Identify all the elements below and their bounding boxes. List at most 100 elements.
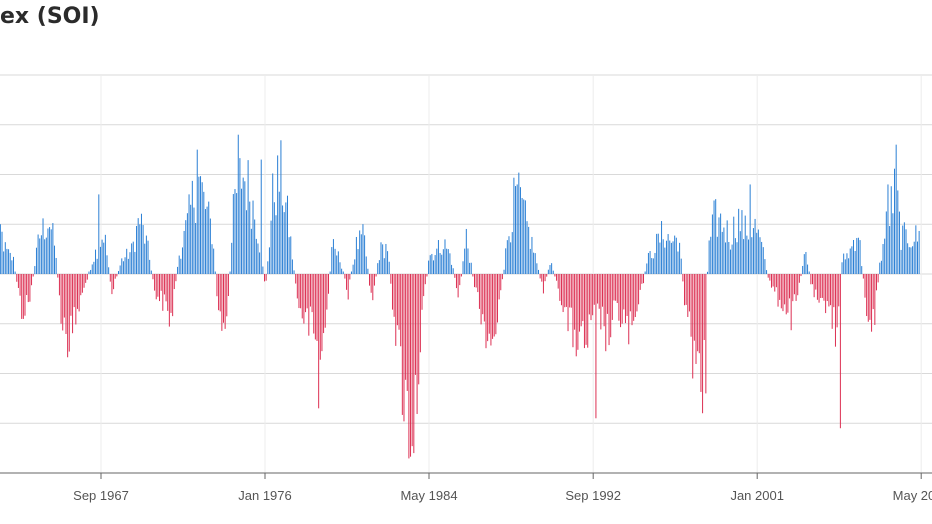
- positive-bar[interactable]: [803, 254, 805, 274]
- negative-bar[interactable]: [475, 274, 477, 288]
- positive-bar[interactable]: [37, 234, 39, 274]
- positive-bar[interactable]: [119, 265, 121, 274]
- positive-bar[interactable]: [746, 235, 748, 274]
- negative-bar[interactable]: [326, 274, 328, 310]
- positive-bar[interactable]: [42, 218, 44, 274]
- positive-bar[interactable]: [354, 259, 356, 274]
- positive-bar[interactable]: [229, 271, 231, 274]
- positive-bar[interactable]: [738, 208, 740, 274]
- positive-bar[interactable]: [277, 155, 279, 274]
- positive-bar[interactable]: [290, 236, 292, 274]
- positive-bar[interactable]: [894, 168, 896, 274]
- positive-bar[interactable]: [40, 235, 42, 274]
- negative-bar[interactable]: [492, 274, 494, 339]
- positive-bar[interactable]: [431, 253, 433, 274]
- negative-bar[interactable]: [580, 274, 582, 327]
- positive-bar[interactable]: [912, 246, 914, 274]
- negative-bar[interactable]: [869, 274, 871, 320]
- positive-bar[interactable]: [188, 194, 190, 274]
- negative-bar[interactable]: [823, 274, 825, 301]
- negative-bar[interactable]: [618, 274, 620, 321]
- negative-bar[interactable]: [419, 274, 421, 353]
- negative-bar[interactable]: [81, 274, 83, 293]
- negative-bar[interactable]: [347, 274, 349, 300]
- negative-bar[interactable]: [633, 274, 635, 321]
- negative-bar[interactable]: [319, 274, 321, 360]
- positive-bar[interactable]: [762, 247, 764, 274]
- positive-bar[interactable]: [96, 258, 98, 274]
- negative-bar[interactable]: [308, 274, 310, 336]
- negative-bar[interactable]: [792, 274, 794, 302]
- positive-bar[interactable]: [713, 200, 715, 274]
- negative-bar[interactable]: [577, 274, 579, 350]
- negative-bar[interactable]: [813, 274, 815, 298]
- positive-bar[interactable]: [849, 248, 851, 274]
- positive-bar[interactable]: [211, 244, 213, 274]
- positive-bar[interactable]: [729, 249, 731, 274]
- positive-bar[interactable]: [132, 241, 134, 274]
- positive-bar[interactable]: [293, 270, 295, 274]
- positive-bar[interactable]: [262, 266, 264, 274]
- positive-bar[interactable]: [652, 258, 654, 274]
- positive-bar[interactable]: [882, 244, 884, 274]
- positive-bar[interactable]: [752, 228, 754, 274]
- positive-bar[interactable]: [675, 237, 677, 274]
- negative-bar[interactable]: [821, 274, 823, 298]
- negative-bar[interactable]: [787, 274, 789, 313]
- negative-bar[interactable]: [705, 274, 707, 394]
- positive-bar[interactable]: [733, 216, 735, 274]
- positive-bar[interactable]: [657, 233, 659, 274]
- negative-bar[interactable]: [57, 274, 59, 278]
- negative-bar[interactable]: [624, 274, 626, 324]
- positive-bar[interactable]: [377, 263, 379, 274]
- positive-bar[interactable]: [470, 262, 472, 274]
- positive-bar[interactable]: [505, 248, 507, 274]
- positive-bar[interactable]: [452, 268, 454, 274]
- positive-bar[interactable]: [465, 228, 467, 274]
- positive-bar[interactable]: [336, 255, 338, 274]
- positive-bar[interactable]: [255, 238, 257, 274]
- negative-bar[interactable]: [172, 274, 174, 317]
- positive-bar[interactable]: [511, 232, 513, 274]
- positive-bar[interactable]: [662, 239, 664, 274]
- positive-bar[interactable]: [1, 231, 3, 274]
- negative-bar[interactable]: [501, 274, 503, 280]
- negative-bar[interactable]: [344, 274, 346, 279]
- positive-bar[interactable]: [672, 241, 674, 274]
- positive-bar[interactable]: [106, 255, 108, 274]
- negative-bar[interactable]: [265, 274, 267, 281]
- positive-bar[interactable]: [209, 218, 211, 274]
- positive-bar[interactable]: [39, 238, 41, 274]
- negative-bar[interactable]: [372, 274, 374, 301]
- negative-bar[interactable]: [78, 274, 80, 312]
- positive-bar[interactable]: [844, 259, 846, 274]
- negative-bar[interactable]: [490, 274, 492, 346]
- negative-bar[interactable]: [227, 274, 229, 297]
- positive-bar[interactable]: [288, 237, 290, 274]
- positive-bar[interactable]: [145, 235, 147, 274]
- negative-bar[interactable]: [83, 274, 85, 288]
- negative-bar[interactable]: [539, 274, 541, 279]
- positive-bar[interactable]: [656, 233, 658, 274]
- positive-bar[interactable]: [183, 230, 185, 274]
- positive-bar[interactable]: [278, 191, 280, 274]
- positive-bar[interactable]: [526, 221, 528, 274]
- negative-bar[interactable]: [638, 274, 640, 305]
- negative-bar[interactable]: [626, 274, 628, 316]
- positive-bar[interactable]: [884, 238, 886, 274]
- positive-bar[interactable]: [647, 252, 649, 274]
- negative-bar[interactable]: [570, 274, 572, 308]
- positive-bar[interactable]: [355, 236, 357, 274]
- positive-bar[interactable]: [918, 230, 920, 274]
- positive-bar[interactable]: [283, 212, 285, 274]
- positive-bar[interactable]: [664, 247, 666, 274]
- positive-bar[interactable]: [6, 248, 8, 274]
- negative-bar[interactable]: [587, 274, 589, 348]
- negative-bar[interactable]: [608, 274, 610, 346]
- negative-bar[interactable]: [163, 274, 165, 295]
- positive-bar[interactable]: [204, 209, 206, 274]
- positive-bar[interactable]: [150, 270, 152, 274]
- positive-bar[interactable]: [359, 230, 361, 274]
- positive-bar[interactable]: [513, 177, 515, 274]
- positive-bar[interactable]: [232, 194, 234, 274]
